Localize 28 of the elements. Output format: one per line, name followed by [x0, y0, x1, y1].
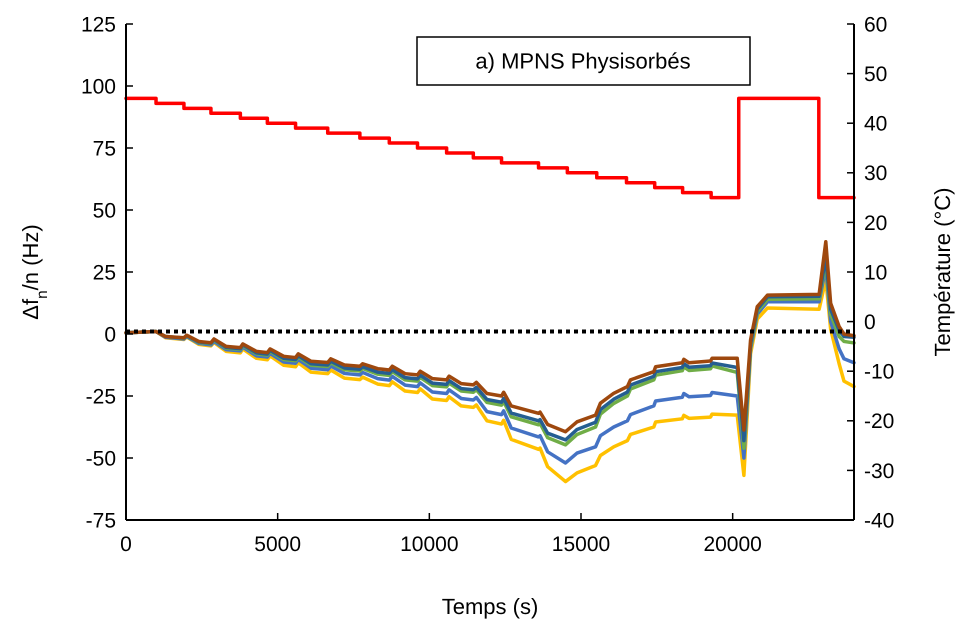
- x-tick-label: 5000: [254, 533, 302, 556]
- y2-tick-label: -30: [864, 460, 894, 483]
- y2-tick-label: -40: [864, 509, 894, 532]
- y2-tick-label: 20: [864, 212, 888, 235]
- y-tick-label: 25: [92, 261, 116, 284]
- y2-tick-label: 60: [864, 13, 888, 36]
- x-tick-label: 0: [120, 533, 132, 556]
- y2-tick-label: 10: [864, 261, 888, 284]
- y-tick-label: 75: [92, 137, 116, 160]
- annotation: a) MPNS Physisorbés: [475, 48, 691, 74]
- x-axis-title: Temps (s): [442, 594, 538, 619]
- y2-tick-label: 0: [864, 310, 876, 334]
- x-tick-label: 15000: [552, 533, 610, 556]
- y-tick-label: -75: [86, 509, 116, 532]
- y-tick-label: 100: [80, 75, 116, 98]
- y2-tick-label: -10: [864, 360, 894, 384]
- y-tick-label: 50: [92, 199, 116, 222]
- y-tick-label: -25: [86, 385, 116, 408]
- y2-tick-label: 30: [864, 162, 888, 186]
- y2-tick-label: 40: [864, 112, 888, 136]
- y2-tick-label: -20: [864, 410, 894, 434]
- x-tick-label: 20000: [703, 533, 762, 556]
- y-tick-label: 0: [104, 323, 116, 346]
- x-tick-label: 10000: [400, 533, 459, 556]
- y2-tick-label: 50: [864, 62, 888, 86]
- y2-axis-title: Température (°C): [930, 188, 955, 356]
- y-tick-label: -50: [86, 447, 116, 470]
- y-tick-label: 125: [80, 13, 116, 36]
